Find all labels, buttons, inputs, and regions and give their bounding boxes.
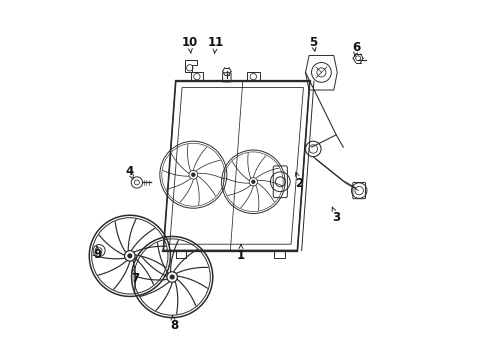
Text: 2: 2: [295, 177, 303, 190]
Text: 5: 5: [308, 36, 317, 49]
Text: 4: 4: [125, 165, 134, 178]
Text: 7: 7: [131, 272, 139, 285]
Circle shape: [191, 173, 195, 176]
Text: 1: 1: [236, 249, 244, 262]
Text: 8: 8: [169, 319, 178, 332]
Text: 10: 10: [182, 36, 198, 49]
Circle shape: [170, 275, 174, 279]
Circle shape: [128, 254, 131, 258]
Circle shape: [251, 180, 254, 183]
Text: 3: 3: [331, 211, 340, 224]
Text: 9: 9: [93, 248, 101, 261]
Text: 6: 6: [352, 41, 360, 54]
Text: 11: 11: [207, 36, 223, 49]
